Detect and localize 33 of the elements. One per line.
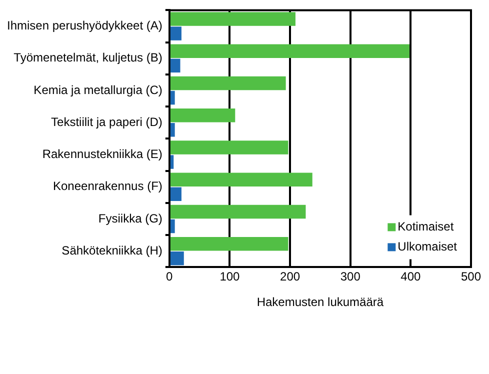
bar	[170, 155, 174, 169]
y-tick-label: Työmenetelmät, kuljetus (B)	[14, 50, 162, 65]
x-tick-label: 400	[400, 270, 422, 284]
bar	[170, 252, 184, 266]
bar	[170, 140, 288, 154]
bar	[170, 187, 182, 201]
bar	[170, 58, 180, 72]
bar	[170, 204, 306, 219]
bar	[170, 219, 175, 234]
y-tick-label: Ihmisen perushyödykkeet (A)	[6, 18, 162, 33]
bar	[170, 123, 175, 137]
y-tick-label: Tekstiilit ja paperi (D)	[51, 114, 162, 129]
bar	[170, 90, 175, 105]
x-tick-label: 500	[460, 270, 482, 284]
bar	[170, 12, 296, 26]
x-tick-label: 100	[220, 270, 240, 284]
y-tick-label: Sähkötekniikka (H)	[62, 243, 162, 258]
x-tick-label: 0	[166, 270, 174, 284]
y-tick-label: Koneenrakennus (F)	[52, 179, 162, 194]
legend-label: Ulkomaiset	[398, 240, 458, 254]
legend-label: Kotimaiset	[398, 220, 454, 234]
y-tick-label: Rakennustekniikka (E)	[42, 147, 162, 162]
bar	[170, 108, 236, 122]
bar	[170, 237, 288, 251]
y-tick-label: Kemia ja metallurgia (C)	[34, 82, 162, 97]
x-axis-title: Hakemusten lukumäärä	[256, 295, 384, 310]
bar	[170, 44, 410, 58]
x-tick-label: 300	[340, 270, 361, 284]
bar	[170, 76, 286, 90]
x-tick-label: 200	[280, 270, 300, 284]
bar	[170, 26, 182, 40]
bar	[170, 172, 312, 187]
y-tick-label: Fysiikka (G)	[98, 211, 162, 226]
